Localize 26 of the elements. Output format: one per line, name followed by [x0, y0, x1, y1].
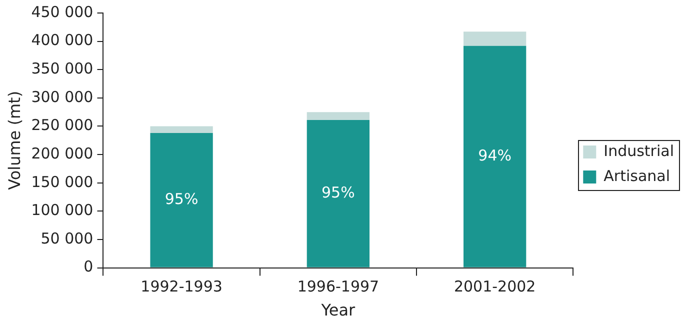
- x-axis-title: Year: [320, 300, 356, 320]
- x-tick-label: 1992-1993: [140, 278, 222, 296]
- annotation: 95%: [164, 190, 198, 208]
- y-tick-label: 150 000: [31, 172, 94, 191]
- bar: [306, 120, 370, 268]
- y-tick-label: 250 000: [31, 116, 94, 134]
- legend-label: Artisanal: [604, 166, 670, 185]
- legend-label: Industrial: [604, 142, 674, 160]
- y-tick-label: 100 000: [31, 201, 94, 220]
- y-axis-title: Volume (mt): [4, 90, 24, 190]
- bar: [150, 133, 213, 268]
- x-tick-label: 2001-2002: [454, 278, 536, 296]
- y-tick-label: 200 000: [31, 144, 94, 162]
- y-tick-label: 400 000: [31, 31, 94, 50]
- annotation: 95%: [322, 184, 355, 202]
- bar: [464, 32, 526, 46]
- x-tick-label: 1996-1997: [297, 278, 380, 296]
- y-tick-label: 0: [84, 258, 94, 276]
- bar: [464, 46, 526, 268]
- bar: [306, 112, 370, 120]
- y-tick-label: 350 000: [31, 60, 94, 78]
- bar: [150, 126, 213, 134]
- y-tick-label: 450 000: [31, 2, 94, 21]
- y-tick-label: 50 000: [40, 229, 94, 248]
- y-tick-label: 300 000: [31, 88, 94, 106]
- annotation: 94%: [478, 146, 512, 164]
